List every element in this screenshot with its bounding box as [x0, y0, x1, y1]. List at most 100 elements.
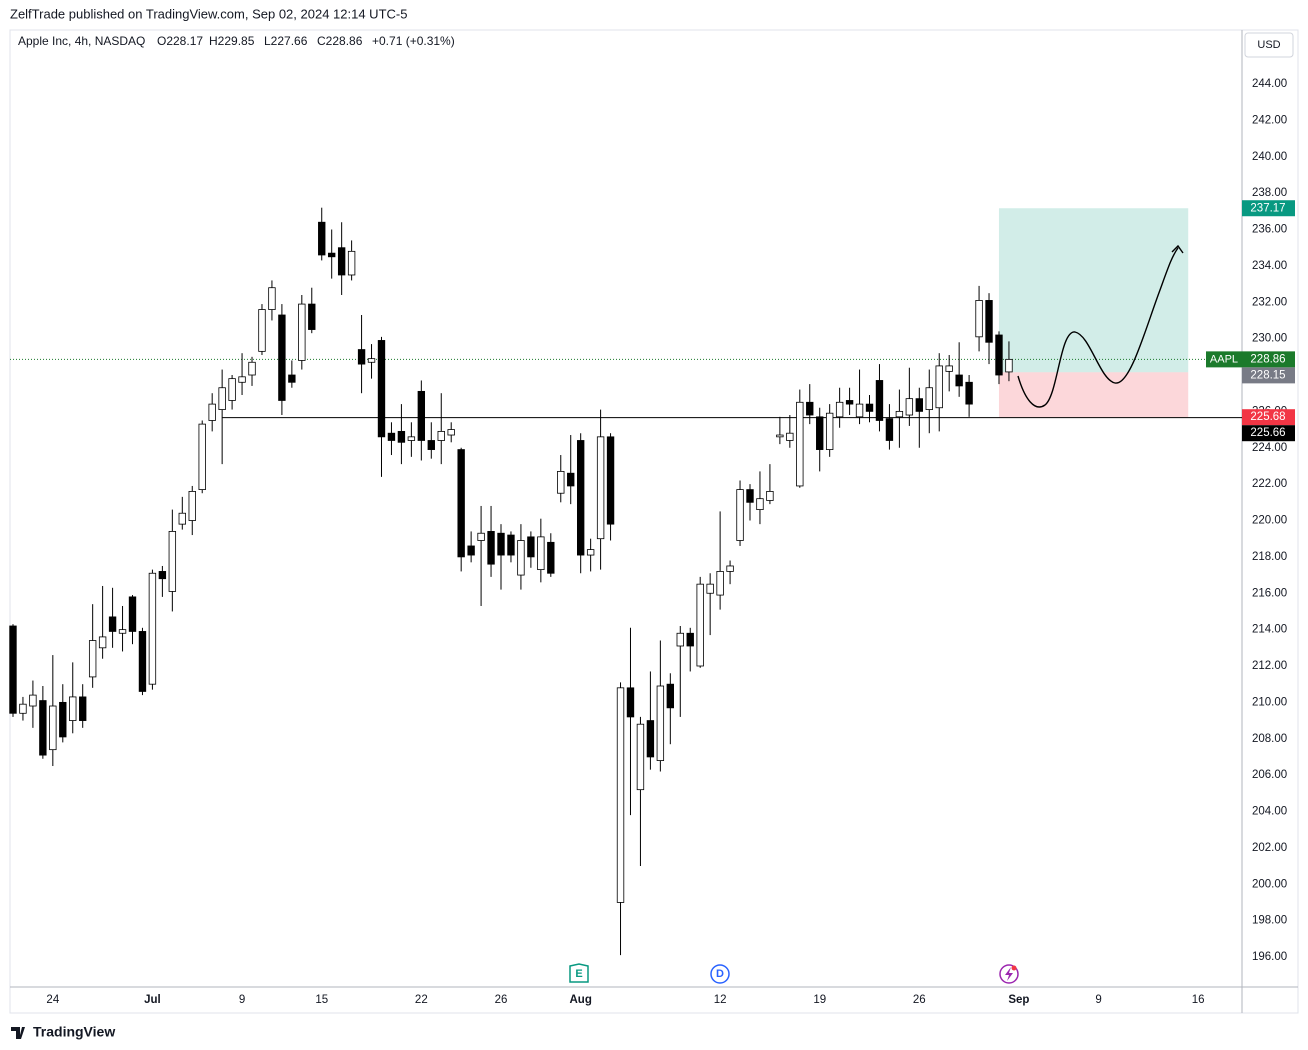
candle-body — [138, 631, 147, 692]
candle-body — [845, 400, 854, 405]
candle-body — [537, 536, 545, 571]
candle-body — [39, 700, 47, 756]
candle-body — [666, 683, 675, 709]
candle-body — [347, 250, 356, 276]
candle-body — [377, 340, 386, 438]
projection-sketch — [1017, 244, 1184, 408]
candle-body — [945, 365, 953, 372]
candle-body — [178, 512, 186, 525]
candle-body — [98, 636, 107, 649]
candle-body — [308, 303, 316, 330]
entry-price-label-bg — [1242, 367, 1295, 384]
candle-body — [208, 403, 216, 421]
candle-body — [487, 531, 495, 565]
candle-body — [497, 532, 505, 556]
stop-price-label: 225.68 — [1250, 411, 1285, 423]
y-tick-label: 212.00 — [1252, 660, 1287, 672]
candle-body — [278, 314, 286, 401]
candle-body — [756, 498, 764, 510]
stop-price-label-bg — [1242, 409, 1295, 426]
candle-body — [118, 629, 127, 634]
hline-price-label-bg — [1242, 425, 1295, 442]
candle-body — [507, 534, 515, 556]
publish-info: ZelfTrade published on TradingView.com, … — [10, 6, 407, 21]
candle-body — [248, 361, 256, 376]
candle-body — [49, 705, 57, 751]
x-tick-label: 22 — [415, 994, 428, 1006]
y-tick-label: 208.00 — [1252, 733, 1287, 745]
currency-label: USD — [1257, 39, 1280, 51]
candle-body — [298, 303, 306, 361]
candle-body — [686, 632, 694, 647]
candle-body — [776, 434, 784, 438]
candle-body — [576, 440, 585, 556]
brand: TradingView — [11, 1024, 115, 1040]
y-tick-label: 200.00 — [1252, 878, 1287, 890]
y-tick-label: 224.00 — [1252, 442, 1287, 454]
x-tick-label: Aug — [570, 994, 592, 1006]
hline-price-label: 225.66 — [1250, 427, 1285, 439]
candle-body — [656, 685, 665, 761]
target-price-label: 237.17 — [1250, 202, 1285, 214]
candle-body — [766, 491, 774, 501]
candle-body — [88, 640, 97, 678]
candle-body — [108, 616, 117, 632]
candle-body — [816, 416, 824, 450]
legend-symbol: Apple Inc, 4h, NASDAQ — [18, 34, 145, 48]
news-bolt — [1005, 967, 1013, 981]
chart-frame — [9, 29, 1299, 1014]
candle-body — [586, 549, 595, 556]
candle-body — [188, 491, 196, 521]
x-tick-label: Sep — [1008, 994, 1029, 1006]
legend: Apple Inc, 4h, NASDAQ O228.17 H229.85 L2… — [18, 34, 455, 48]
legend-change: +0.71 (+0.31%) — [372, 34, 455, 48]
plot — [9, 207, 1242, 956]
currency-button[interactable] — [1244, 32, 1294, 58]
y-tick-label: 236.00 — [1252, 224, 1287, 236]
dividend-letter: D — [716, 968, 724, 980]
candle-body — [477, 532, 485, 541]
candle-body — [726, 565, 734, 572]
y-tick-label: 240.00 — [1252, 151, 1287, 163]
y-tick-label: 198.00 — [1252, 915, 1287, 927]
candle-body — [835, 401, 844, 418]
x-tick-label: 26 — [495, 994, 508, 1006]
candle-body — [417, 390, 426, 441]
candle-body — [596, 436, 605, 540]
symbol-tag-bg — [1206, 351, 1242, 368]
candle-body — [288, 374, 296, 383]
y-tick-label: 242.00 — [1252, 114, 1287, 126]
candle-body — [268, 287, 276, 310]
y-tick-label: 232.00 — [1252, 296, 1287, 308]
x-tick-label: 26 — [913, 994, 926, 1006]
candle-body — [168, 531, 177, 592]
brand-name: TradingView — [33, 1024, 115, 1040]
candle-body — [79, 696, 87, 721]
candle-body — [447, 429, 455, 436]
candle-body — [238, 376, 246, 383]
candle-body — [457, 449, 465, 558]
candle-body — [407, 436, 416, 441]
candle-body — [397, 430, 406, 443]
y-tick-label: 204.00 — [1252, 806, 1287, 818]
y-tick-label: 244.00 — [1252, 78, 1287, 90]
earnings-icon[interactable] — [569, 963, 589, 983]
event-icons: E D — [569, 963, 1019, 984]
candle-body — [557, 470, 565, 494]
x-tick-label: 16 — [1192, 994, 1205, 1006]
candle-body — [337, 247, 346, 276]
candle-body — [19, 703, 27, 714]
y-tick-label: 230.00 — [1252, 333, 1287, 345]
candle-body — [158, 571, 167, 580]
candle-body — [985, 300, 993, 343]
dividend-icon[interactable] — [710, 964, 730, 984]
x-tick-label: 19 — [813, 994, 826, 1006]
candle-body — [148, 572, 157, 685]
x-tick-label: Jul — [144, 994, 161, 1006]
legend-open: O228.17 — [157, 34, 203, 48]
y-tick-label: 218.00 — [1252, 551, 1287, 563]
y-tick-label: 234.00 — [1252, 260, 1287, 272]
y-tick-label: 216.00 — [1252, 587, 1287, 599]
